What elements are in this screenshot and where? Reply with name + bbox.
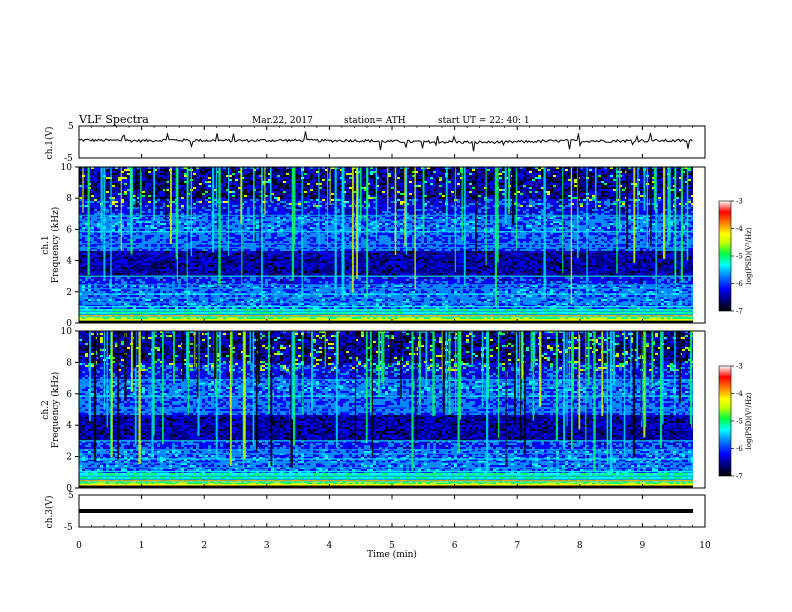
ch3-ytick-bottom: -5 — [64, 523, 73, 533]
time-tick-label: 5 — [389, 541, 395, 551]
ch3-voltage-panel: 5 -5 ch.3(V) — [44, 491, 706, 533]
colorbar-tick-label: -4 — [736, 225, 743, 233]
ch3-voltage-trace — [79, 509, 693, 513]
colorbar-tick-label: -4 — [736, 390, 743, 398]
time-tick-label: 3 — [264, 541, 270, 551]
time-tick-label: 9 — [640, 541, 646, 551]
time-tick-label: 1 — [139, 541, 145, 551]
ch1-spectrogram-panel: ch.1 Frequency (kHz) 0 2 4 6 8 10 — [41, 163, 706, 329]
colorbar-tick-label: -7 — [736, 473, 743, 481]
ch2-spectrogram-ylabel: Frequency (kHz) — [50, 372, 61, 449]
figure-station: station= ATH — [344, 116, 406, 126]
frequency-tick-label: 10 — [61, 163, 73, 173]
ch2-spectrogram-panel: ch.2 Frequency (kHz) 0 2 4 6 8 10 — [41, 327, 706, 494]
frequency-tick-label: 10 — [61, 327, 73, 337]
ch2-colorbar-scale — [718, 365, 732, 477]
figure-date: Mar.22, 2017 — [252, 116, 313, 126]
time-tick-label: 10 — [699, 541, 711, 551]
ch1-spectrogram — [79, 167, 705, 323]
time-tick-label: 4 — [327, 541, 333, 551]
ch2-colorbar: -3 -4 -5 -6 -7 log(PSD)(V²/Hz) — [718, 363, 753, 481]
frequency-tick-label: 8 — [66, 358, 72, 368]
frequency-tick-label: 0 — [66, 484, 72, 494]
time-tick-label: 7 — [514, 541, 520, 551]
frequency-tick-label: 2 — [66, 288, 72, 298]
time-axis: 0 1 2 3 4 5 6 7 8 9 10 — [76, 126, 711, 551]
ch1-ytick-bottom: -5 — [64, 154, 73, 164]
ch1-colorbar-label: log(PSD)(V²/Hz) — [745, 227, 753, 284]
figure-start-time: start UT = 22: 40: 1 — [438, 116, 530, 126]
frequency-tick-label: 4 — [66, 421, 72, 431]
ch1-colorbar-scale — [718, 200, 732, 312]
frequency-tick-label: 2 — [66, 453, 72, 463]
colorbar-tick-label: -3 — [736, 363, 743, 371]
ch1-spectrogram-ylabel-top: ch.1 — [41, 235, 51, 254]
colorbar-tick-label: -6 — [736, 280, 743, 288]
frequency-tick-label: 6 — [66, 225, 72, 235]
colorbar-tick-label: -5 — [736, 418, 743, 426]
figure-title: VLF Spectra — [78, 113, 149, 126]
time-tick-label: 6 — [452, 541, 458, 551]
time-tick-label: 8 — [577, 541, 583, 551]
colorbar-tick-label: -7 — [736, 308, 743, 316]
ch1-colorbar: -3 -4 -5 -6 -7 log(PSD)(V²/Hz) — [718, 198, 753, 316]
ch1-spectrogram-ylabel: Frequency (kHz) — [50, 207, 61, 284]
ch1-voltage-frame — [78, 125, 706, 159]
ch2-colorbar-label: log(PSD)(V²/Hz) — [745, 392, 753, 449]
ch1-voltage-trace — [78, 131, 693, 152]
ch3-voltage-ylabel: ch.3(V) — [44, 496, 55, 529]
colorbar-tick-label: -6 — [736, 445, 743, 453]
ch2-spectrogram-ylabel-top: ch.2 — [41, 400, 51, 419]
ch1-voltage-panel: 5 -5 ch.1(V) — [44, 122, 706, 164]
frequency-tick-label: 6 — [66, 390, 72, 400]
time-tick-label: 2 — [201, 541, 207, 551]
ch1-voltage-ylabel: ch.1(V) — [44, 127, 55, 160]
time-axis-label: Time (min) — [367, 549, 417, 560]
frequency-tick-label: 4 — [66, 257, 72, 267]
colorbar-tick-label: -5 — [736, 253, 743, 261]
time-tick-label: 0 — [76, 541, 82, 551]
frequency-tick-label: 8 — [66, 194, 72, 204]
ch1-ytick-top: 5 — [68, 122, 74, 132]
colorbar-tick-label: -3 — [736, 198, 743, 206]
ch2-spectrogram — [79, 331, 705, 488]
ch3-ytick-top: 5 — [68, 491, 74, 501]
frequency-tick-label: 0 — [66, 319, 72, 329]
